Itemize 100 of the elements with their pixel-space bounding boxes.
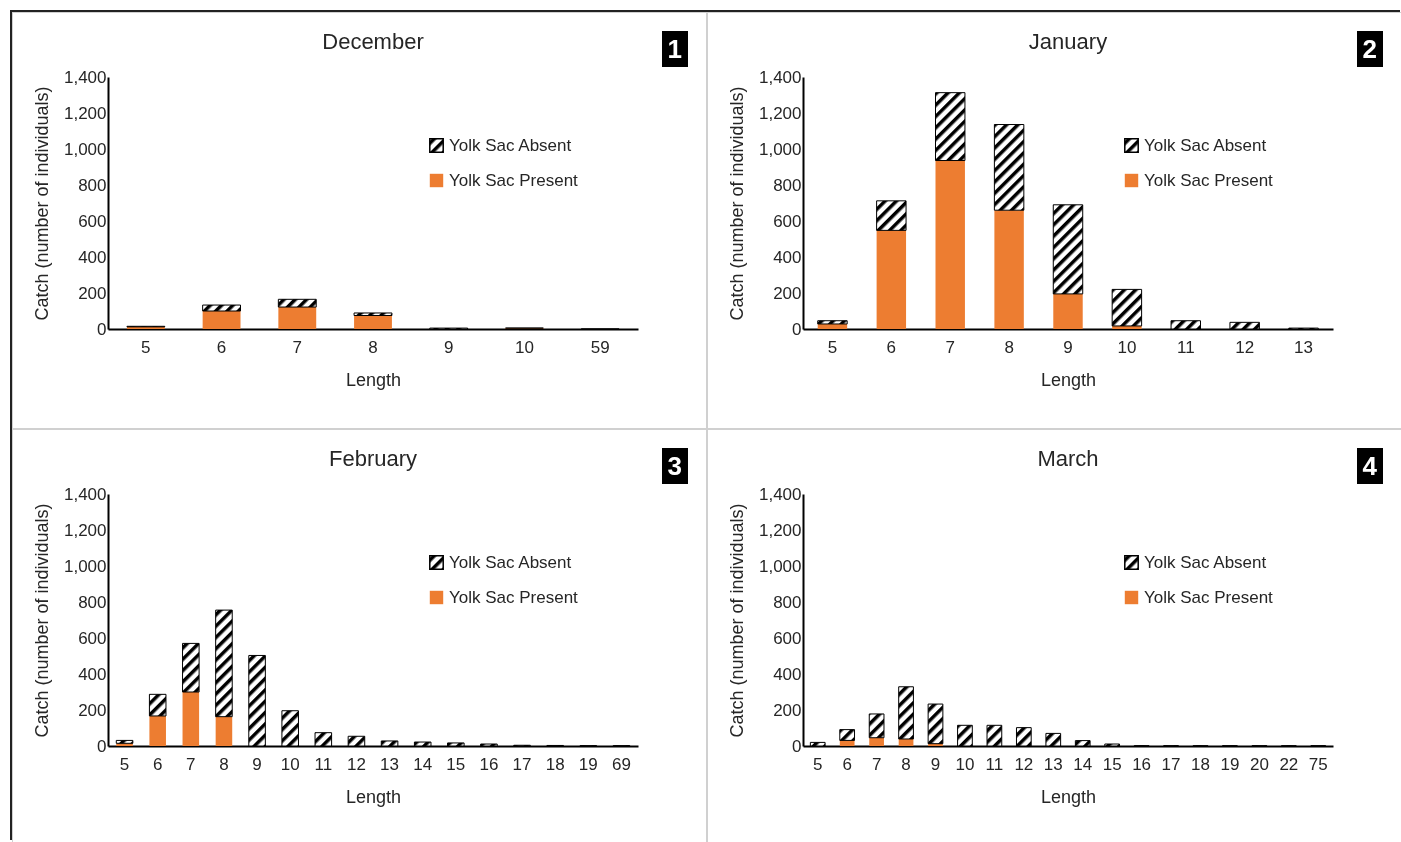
y-tick-label: 1,400	[758, 484, 802, 504]
x-tick-label: 59	[590, 337, 610, 357]
x-tick-label: 5	[827, 337, 838, 357]
x-tick-label: 16	[1132, 754, 1152, 774]
y-tick-label: 400	[78, 664, 107, 684]
y-tick-label: 0	[792, 736, 802, 756]
y-tick-label: 1,000	[758, 139, 802, 159]
y-tick-label: 1,400	[758, 67, 802, 87]
x-tick-label: 11	[314, 754, 333, 774]
y-axis-title: Catch (number of individuals)	[726, 86, 747, 321]
y-axis-title: Catch (number of individuals)	[31, 86, 52, 321]
x-tick-label: 19	[1220, 754, 1240, 774]
y-tick-label: 1,000	[63, 556, 107, 576]
x-tick-label: 5	[812, 754, 823, 774]
y-axis-title: Catch (number of individuals)	[726, 503, 747, 738]
y-tick-label: 400	[78, 247, 107, 267]
y-tick-label: 400	[773, 664, 802, 684]
x-tick-label: 8	[219, 754, 229, 774]
x-axis-title: Length	[345, 369, 402, 390]
x-tick-label: 13	[1043, 754, 1063, 774]
x-tick-label: 19	[578, 754, 598, 774]
legend-label: Yolk Sac Present	[1144, 587, 1274, 607]
chart-title: January	[1028, 29, 1108, 54]
x-tick-label: 6	[842, 754, 852, 774]
y-tick-label: 800	[78, 592, 107, 612]
y-tick-label: 1,000	[758, 556, 802, 576]
x-tick-label: 8	[368, 337, 378, 357]
y-tick-label: 600	[773, 628, 802, 648]
x-tick-label: 7	[292, 337, 303, 357]
chart-title: February	[328, 446, 418, 471]
y-tick-label: 1,200	[758, 520, 802, 540]
x-tick-label: 6	[152, 754, 163, 774]
x-tick-label: 13	[380, 754, 400, 774]
x-tick-label: 11	[985, 754, 1004, 774]
x-tick-label: 8	[1004, 337, 1014, 357]
y-tick-label: 800	[773, 592, 802, 612]
y-tick-label: 0	[97, 319, 107, 339]
x-tick-label: 5	[141, 337, 151, 357]
x-tick-label: 6	[216, 337, 227, 357]
x-tick-label: 12	[1235, 337, 1255, 357]
x-tick-label: 5	[119, 754, 130, 774]
x-tick-label: 11	[1176, 337, 1195, 357]
x-tick-label: 6	[886, 337, 897, 357]
y-tick-label: 200	[78, 700, 107, 720]
x-tick-label: 10	[514, 337, 534, 357]
legend-label: Yolk Sac Present	[449, 170, 579, 190]
legend-label: Yolk Sac Present	[449, 587, 579, 607]
y-tick-label: 800	[78, 175, 107, 195]
x-tick-label: 69	[611, 754, 631, 774]
y-tick-label: 1,400	[63, 67, 107, 87]
chart-title: December	[322, 29, 424, 54]
x-axis-title: Length	[1040, 786, 1097, 807]
legend-label: Yolk Sac Absent	[1144, 552, 1267, 572]
legend-label: Yolk Sac Present	[1144, 170, 1274, 190]
x-tick-label: 12	[346, 754, 366, 774]
x-tick-label: 12	[1014, 754, 1034, 774]
y-axis-title: Catch (number of individuals)	[31, 503, 52, 738]
x-tick-label: 15	[446, 754, 466, 774]
x-tick-label: 9	[930, 754, 941, 774]
x-tick-label: 16	[479, 754, 499, 774]
x-tick-label: 8	[901, 754, 911, 774]
legend-label: Yolk Sac Absent	[449, 552, 572, 572]
text: 4	[1356, 448, 1383, 484]
y-tick-label: 600	[78, 628, 107, 648]
x-tick-label: 13	[1294, 337, 1314, 357]
x-tick-label: 9	[443, 337, 454, 357]
x-tick-label: 10	[280, 754, 300, 774]
y-tick-label: 200	[773, 700, 802, 720]
legend-label: Yolk Sac Absent	[1144, 135, 1267, 155]
x-tick-label: 15	[1102, 754, 1122, 774]
text: 1	[661, 31, 688, 67]
x-tick-label: 18	[1191, 754, 1210, 774]
text: 2	[1356, 31, 1383, 67]
x-tick-label: 22	[1279, 754, 1299, 774]
chart-title: March	[1037, 446, 1099, 471]
x-tick-label: 14	[413, 754, 433, 774]
x-tick-label: 7	[945, 337, 955, 357]
y-tick-label: 200	[78, 283, 107, 303]
y-tick-label: 1,000	[63, 139, 107, 159]
y-tick-label: 1,200	[63, 103, 107, 123]
y-tick-label: 1,200	[63, 520, 107, 540]
x-tick-label: 17	[1161, 754, 1181, 774]
y-tick-label: 400	[773, 247, 802, 267]
x-tick-label: 9	[252, 754, 262, 774]
y-tick-label: 0	[792, 319, 802, 339]
legend-label: Yolk Sac Absent	[449, 135, 572, 155]
x-tick-label: 10	[1117, 337, 1137, 357]
x-tick-label: 7	[186, 754, 196, 774]
x-tick-label: 20	[1249, 754, 1269, 774]
y-tick-label: 0	[97, 736, 107, 756]
x-axis-title: Length	[345, 786, 402, 807]
x-tick-label: 7	[871, 754, 882, 774]
y-tick-label: 200	[773, 283, 802, 303]
y-tick-label: 1,200	[758, 103, 802, 123]
y-tick-label: 1,400	[63, 484, 107, 504]
x-axis-title: Length	[1040, 369, 1097, 390]
y-tick-label: 600	[773, 211, 802, 231]
x-tick-label: 18	[545, 754, 565, 774]
x-tick-label: 9	[1063, 337, 1073, 357]
y-tick-label: 800	[773, 175, 802, 195]
